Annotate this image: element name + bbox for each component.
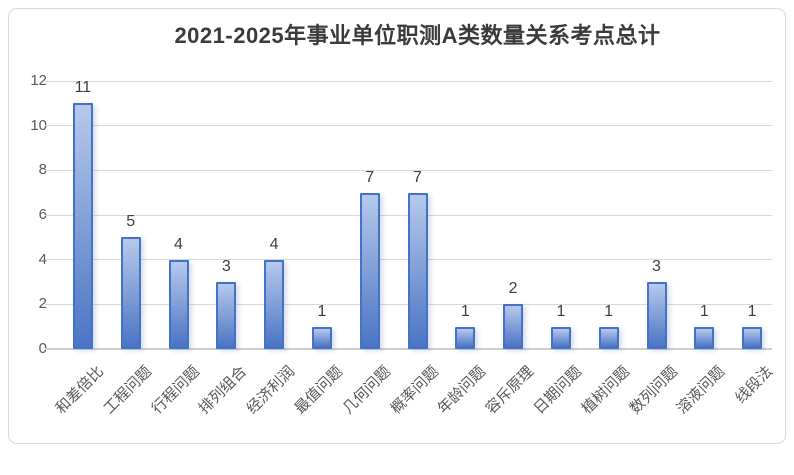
bar xyxy=(359,192,380,349)
bar xyxy=(407,192,428,349)
bar xyxy=(455,326,476,349)
bar xyxy=(742,326,763,349)
y-tick-label: 8 xyxy=(38,161,47,179)
bar xyxy=(216,282,237,349)
bar xyxy=(264,259,285,349)
bar xyxy=(646,282,667,349)
value-label: 1 xyxy=(604,302,614,320)
x-axis-line xyxy=(45,348,772,350)
value-label: 4 xyxy=(269,235,279,253)
value-label: 3 xyxy=(652,258,661,275)
value-label: 1 xyxy=(317,302,327,320)
bar xyxy=(598,326,619,349)
value-label: 7 xyxy=(365,168,375,186)
chart-frame: 2021-2025年事业单位职测A类数量关系考点总计 0 2 4 6 8 10 12 11 和差… xyxy=(8,8,786,444)
value-label: 1 xyxy=(699,302,709,320)
bar xyxy=(311,326,332,349)
y-tick-label: 12 xyxy=(30,72,47,89)
bar xyxy=(120,237,141,349)
value-label: 1 xyxy=(460,302,470,320)
y-tick-label: 2 xyxy=(38,295,47,313)
value-label: 1 xyxy=(747,302,757,320)
y-tick-label: 10 xyxy=(30,116,47,134)
value-label: 7 xyxy=(413,168,422,186)
value-label: 11 xyxy=(74,79,92,97)
value-label: 5 xyxy=(126,213,136,231)
value-label: 2 xyxy=(508,280,518,298)
gridline xyxy=(45,125,772,127)
value-label: 3 xyxy=(221,258,231,275)
value-label: 4 xyxy=(174,235,183,253)
gridline xyxy=(45,80,772,82)
bar xyxy=(72,103,93,349)
value-label: 1 xyxy=(556,302,566,320)
bar xyxy=(503,304,524,349)
bar xyxy=(694,326,715,349)
bar xyxy=(550,326,571,349)
y-tick-label: 4 xyxy=(38,250,47,268)
y-tick-label: 0 xyxy=(38,340,47,357)
gridline xyxy=(45,169,772,171)
bar xyxy=(168,259,189,349)
chart-title: 2021-2025年事业单位职测A类数量关系考点总计 xyxy=(174,23,661,48)
y-tick-label: 6 xyxy=(38,206,47,223)
